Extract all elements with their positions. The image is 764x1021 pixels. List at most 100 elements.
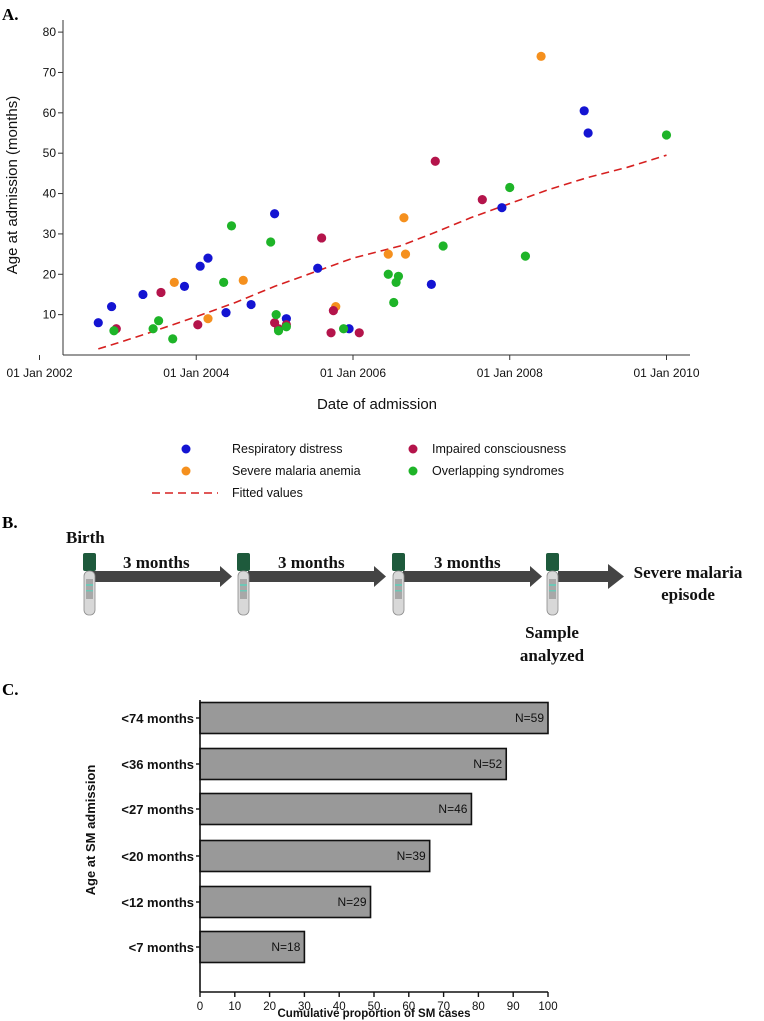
tube-label xyxy=(86,579,93,599)
timeline-birth-label: Birth xyxy=(66,528,105,547)
point-respiratory-distress xyxy=(426,279,436,289)
x-tick-label: 01 Jan 2002 xyxy=(6,366,72,380)
point-overlapping-syndromes xyxy=(281,322,291,332)
point-severe-malaria-anemia xyxy=(169,277,179,287)
sample-tube-icon xyxy=(83,553,96,616)
point-respiratory-distress xyxy=(203,253,213,263)
point-respiratory-distress xyxy=(195,261,205,271)
bar-chart-x-axis-title: Cumulative proportion of SM cases xyxy=(278,1008,471,1020)
y-tick-label: 20 xyxy=(43,267,57,281)
point-overlapping-syndromes xyxy=(661,130,672,140)
timeline-arrow-1 xyxy=(92,566,232,587)
severe-malaria-label-line1: Severe malaria xyxy=(634,563,743,582)
timeline-interval-label-2: 3 months xyxy=(278,553,345,572)
point-respiratory-distress xyxy=(179,281,190,291)
bar-category-label: <27 months xyxy=(121,802,194,817)
scatter-points xyxy=(93,51,672,344)
point-impaired-consciousness xyxy=(156,287,166,298)
scatter-x-axis-title: Date of admission xyxy=(317,396,437,413)
x-tick-label: 01 Jan 2010 xyxy=(633,366,699,380)
point-respiratory-distress xyxy=(497,203,507,213)
point-overlapping-syndromes xyxy=(154,316,164,326)
x-tick-label: 20 xyxy=(263,1001,276,1013)
point-respiratory-distress xyxy=(221,308,231,318)
tube-stripe xyxy=(549,584,556,586)
y-tick-label: 30 xyxy=(43,227,57,241)
point-overlapping-syndromes xyxy=(383,269,393,279)
scatter-legend: Respiratory distress Impaired consciousn… xyxy=(152,442,566,500)
panel-label-a: A. xyxy=(2,5,19,24)
bar-category-label: <20 months xyxy=(121,849,194,864)
bar-chart-y-axis-title: Age at SM admission xyxy=(83,765,98,896)
point-impaired-consciousness xyxy=(326,328,336,338)
point-impaired-consciousness xyxy=(328,306,338,316)
point-impaired-consciousness xyxy=(354,328,364,338)
point-respiratory-distress xyxy=(583,128,593,138)
bar-36-months xyxy=(199,747,508,781)
x-tick-label: 50 xyxy=(368,1001,381,1013)
bar-count-label: N=18 xyxy=(271,940,300,954)
x-tick-label: 60 xyxy=(402,1001,415,1013)
point-overlapping-syndromes xyxy=(273,326,284,336)
bar-category-label: <74 months xyxy=(121,711,194,726)
tube-stripe xyxy=(549,590,556,592)
x-tick-label: 30 xyxy=(298,1001,311,1013)
point-overlapping-syndromes xyxy=(148,324,158,334)
legend-label-overlapping-syndromes: Overlapping syndromes xyxy=(432,464,564,478)
legend-swatch-impaired-consciousness xyxy=(408,444,418,454)
legend-label-impaired-consciousness: Impaired consciousness xyxy=(432,442,566,456)
cumulative-bar-chart: N=59 <74 months N=52 <36 months N=46 <27 mont… xyxy=(83,700,558,1020)
panel-label-b: B. xyxy=(2,513,18,532)
y-tick-label: 50 xyxy=(43,146,57,160)
legend-label-fitted-values: Fitted values xyxy=(232,486,303,500)
point-severe-malaria-anemia xyxy=(400,249,411,259)
tube-stripe xyxy=(240,590,247,592)
x-tick-label: 90 xyxy=(507,1001,520,1013)
tube-cap xyxy=(392,553,405,571)
point-severe-malaria-anemia xyxy=(399,213,409,223)
point-respiratory-distress xyxy=(313,263,323,273)
x-tick-label: 10 xyxy=(228,1001,241,1013)
point-overlapping-syndromes xyxy=(389,297,399,308)
bar-chart-x-ticks: 0 10 20 30 40 50 60 70 80 90 100 xyxy=(197,992,558,1013)
panel-label-c: C. xyxy=(2,680,19,699)
sample-tube-icon xyxy=(392,553,405,616)
tube-cap xyxy=(83,553,96,571)
point-overlapping-syndromes xyxy=(168,334,178,344)
legend-swatch-overlapping-syndromes xyxy=(408,466,418,476)
point-severe-malaria-anemia xyxy=(536,51,546,61)
tube-stripe xyxy=(86,590,93,592)
timeline-interval-label-3: 3 months xyxy=(434,553,501,572)
tube-cap xyxy=(237,553,250,571)
bar-count-label: N=59 xyxy=(515,711,544,725)
legend-label-severe-malaria-anemia: Severe malaria anemia xyxy=(232,464,361,478)
tube-label xyxy=(240,579,247,599)
point-overlapping-syndromes xyxy=(393,271,404,281)
point-severe-malaria-anemia xyxy=(238,275,248,285)
sample-analyzed-label-line1: Sample xyxy=(525,623,579,642)
tube-stripe xyxy=(395,584,402,586)
bar-chart-bars: N=59 <74 months N=52 <36 months N=46 <27 mont… xyxy=(121,701,549,964)
y-tick-label: 70 xyxy=(43,65,57,79)
fitted-values-line xyxy=(98,154,667,350)
x-tick-label: 40 xyxy=(333,1001,346,1013)
timeline-arrow-3 xyxy=(403,566,542,587)
x-tick-label: 80 xyxy=(472,1001,485,1013)
tube-label xyxy=(549,579,556,599)
point-respiratory-distress xyxy=(246,299,256,310)
point-respiratory-distress xyxy=(93,318,103,328)
tube-stripe xyxy=(86,584,93,586)
point-impaired-consciousness xyxy=(193,320,203,330)
point-respiratory-distress xyxy=(270,209,280,219)
x-tick-label: 01 Jan 2008 xyxy=(477,366,543,380)
point-overlapping-syndromes xyxy=(266,237,276,247)
point-overlapping-syndromes xyxy=(338,324,349,334)
x-tick-label: 100 xyxy=(538,1001,557,1013)
point-impaired-consciousness xyxy=(317,233,327,243)
severe-malaria-label-line2: episode xyxy=(661,585,715,604)
tube-stripe xyxy=(395,590,402,592)
sample-tube-icon xyxy=(546,553,559,616)
point-impaired-consciousness xyxy=(477,195,487,205)
bar-count-label: N=29 xyxy=(337,895,366,909)
point-overlapping-syndromes xyxy=(520,251,531,261)
